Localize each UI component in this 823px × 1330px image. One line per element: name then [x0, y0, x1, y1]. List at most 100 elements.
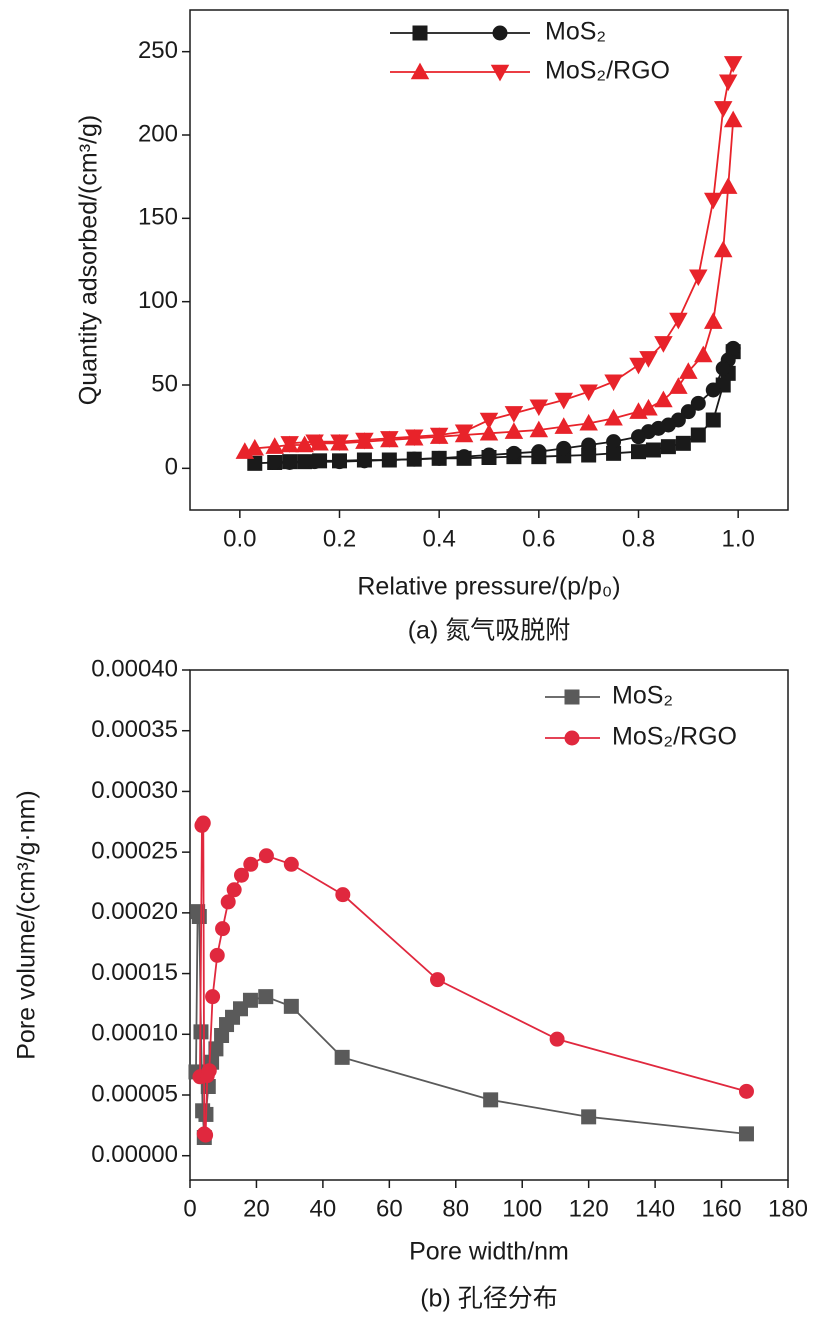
- marker: [226, 882, 242, 898]
- marker: [355, 432, 374, 450]
- marker: [639, 398, 658, 416]
- marker: [705, 412, 721, 428]
- marker: [675, 435, 691, 451]
- marker: [713, 240, 733, 258]
- marker: [549, 1031, 565, 1047]
- marker: [258, 848, 274, 864]
- marker: [205, 989, 221, 1005]
- legend-marker: [490, 64, 510, 82]
- marker: [556, 440, 572, 456]
- x-tick-label: 180: [768, 1195, 808, 1222]
- y-tick-label: 0.00025: [91, 837, 178, 864]
- marker: [305, 434, 324, 452]
- marker: [715, 360, 731, 376]
- x-tick-label: 120: [569, 1195, 609, 1222]
- marker: [738, 1126, 754, 1142]
- x-tick-label: 0: [183, 1195, 196, 1222]
- marker: [704, 312, 723, 329]
- x-tick-label: 0.2: [323, 525, 356, 552]
- marker: [504, 422, 524, 439]
- plot-frame: [189, 669, 789, 1181]
- marker: [456, 449, 472, 465]
- marker: [713, 101, 733, 118]
- marker: [718, 74, 738, 92]
- x-tick-label: 60: [376, 1195, 403, 1222]
- marker: [554, 417, 573, 434]
- marker: [645, 442, 661, 458]
- marker: [529, 399, 549, 417]
- y-tick-label: 150: [138, 204, 178, 231]
- x-axis-label: Relative pressure/(p/p₀): [357, 573, 620, 601]
- x-tick-label: 160: [702, 1195, 742, 1222]
- marker: [406, 451, 422, 467]
- marker: [483, 1092, 499, 1108]
- marker: [215, 921, 231, 937]
- marker: [705, 382, 721, 398]
- marker: [243, 856, 259, 872]
- x-tick-label: 0.6: [522, 525, 555, 552]
- plot-frame: [189, 9, 789, 511]
- y-tick-label: 0.00020: [91, 898, 178, 925]
- y-tick-label: 0.00030: [91, 777, 178, 804]
- marker: [307, 454, 323, 470]
- series-line: [199, 822, 747, 1138]
- marker: [247, 455, 263, 471]
- marker: [209, 947, 225, 963]
- y-tick-label: 0.00040: [91, 655, 178, 682]
- x-tick-label: 40: [310, 1195, 337, 1222]
- marker: [679, 362, 698, 379]
- marker: [265, 437, 284, 454]
- marker: [738, 1083, 754, 1099]
- marker: [334, 1049, 350, 1065]
- marker: [429, 427, 449, 445]
- x-tick-label: 0.8: [622, 525, 655, 552]
- marker: [479, 412, 499, 430]
- marker: [454, 424, 474, 442]
- y-tick-label: 0.00035: [91, 716, 178, 743]
- marker: [604, 374, 623, 392]
- marker: [481, 447, 497, 463]
- x-tick-label: 140: [635, 1195, 675, 1222]
- legend-marker: [412, 25, 428, 41]
- marker: [282, 455, 298, 470]
- marker: [554, 392, 573, 410]
- marker: [606, 434, 622, 450]
- x-tick-label: 0.4: [422, 525, 455, 552]
- marker: [198, 1127, 214, 1143]
- marker: [654, 390, 673, 408]
- marker: [267, 455, 283, 470]
- x-tick-label: 1.0: [721, 525, 754, 552]
- y-tick-label: 200: [138, 120, 178, 147]
- y-tick-label: 50: [151, 370, 178, 397]
- marker: [245, 438, 265, 456]
- series-line: [195, 911, 747, 1138]
- legend-marker: [564, 730, 580, 746]
- marker: [689, 269, 708, 287]
- y-tick-label: 0.00005: [91, 1080, 178, 1107]
- marker: [581, 437, 597, 453]
- y-axis-label: Quantity adsorbed/(cm³/g): [75, 115, 103, 405]
- marker: [332, 454, 347, 470]
- marker: [506, 445, 522, 461]
- marker: [581, 1109, 597, 1125]
- marker: [723, 56, 743, 73]
- marker: [283, 998, 299, 1014]
- marker: [405, 429, 424, 447]
- marker: [529, 420, 549, 438]
- x-tick-label: 0.0: [223, 525, 256, 552]
- marker: [381, 452, 397, 468]
- x-tick-label: 100: [502, 1195, 542, 1222]
- caption: (b) 孔径分布: [420, 1285, 558, 1313]
- marker: [690, 395, 706, 411]
- series-line: [289, 63, 735, 445]
- marker: [604, 408, 623, 426]
- marker: [704, 192, 723, 210]
- marker: [669, 377, 688, 394]
- marker: [335, 887, 351, 903]
- legend-label: MoS₂: [545, 18, 606, 46]
- marker: [723, 110, 743, 128]
- marker: [579, 384, 598, 402]
- marker: [431, 450, 447, 466]
- legend-label: MoS₂/RGO: [612, 723, 737, 751]
